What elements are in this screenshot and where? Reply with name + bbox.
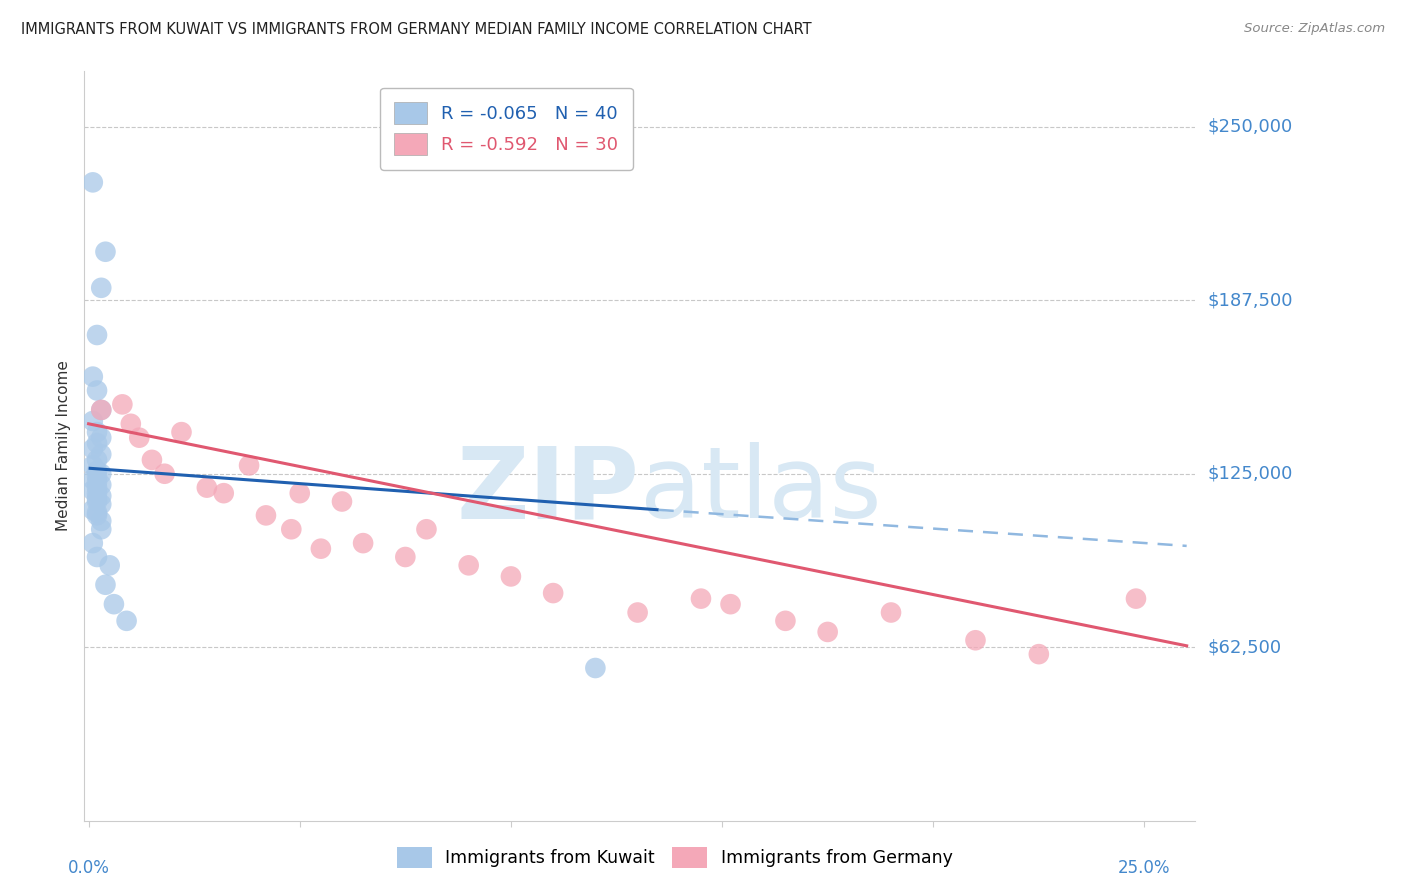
Point [86, 508, 108, 523]
Point [499, 569, 522, 583]
Text: ZIP: ZIP [457, 442, 640, 540]
Point [212, 486, 235, 500]
Point [86, 469, 108, 483]
Point [86, 464, 108, 478]
Point [1028, 647, 1050, 661]
Point [90, 403, 112, 417]
Text: 25.0%: 25.0% [1118, 860, 1171, 878]
Point [90, 403, 112, 417]
Point [238, 458, 260, 473]
Point [90, 497, 112, 511]
Point [965, 633, 987, 648]
Point [457, 558, 479, 573]
Point [90, 478, 112, 492]
Point [86, 384, 108, 398]
Point [90, 447, 112, 461]
Point [775, 614, 797, 628]
Point [153, 467, 176, 481]
Point [86, 491, 108, 506]
Legend: Immigrants from Kuwait, Immigrants from Germany: Immigrants from Kuwait, Immigrants from … [388, 838, 962, 876]
Point [103, 597, 125, 611]
Point [309, 541, 332, 556]
Point [82, 536, 104, 550]
Point [195, 481, 218, 495]
Text: atlas: atlas [640, 442, 882, 540]
Point [583, 661, 606, 675]
Point [82, 442, 104, 456]
Point [690, 591, 713, 606]
Point [86, 475, 108, 489]
Point [86, 506, 108, 520]
Point [86, 549, 108, 564]
Point [86, 425, 108, 439]
Point [82, 483, 104, 498]
Text: 0.0%: 0.0% [67, 860, 110, 878]
Point [720, 597, 742, 611]
Point [880, 606, 903, 620]
Point [394, 549, 416, 564]
Point [82, 503, 104, 517]
Point [86, 481, 108, 495]
Point [90, 489, 112, 503]
Point [141, 453, 163, 467]
Point [170, 425, 193, 439]
Text: $250,000: $250,000 [1208, 118, 1294, 136]
Point [82, 472, 104, 486]
Point [82, 414, 104, 428]
Point [254, 508, 277, 523]
Point [90, 514, 112, 528]
Point [415, 522, 437, 536]
Point [90, 522, 112, 536]
Point [90, 467, 112, 481]
Point [82, 369, 104, 384]
Point [86, 494, 108, 508]
Text: IMMIGRANTS FROM KUWAIT VS IMMIGRANTS FROM GERMANY MEDIAN FAMILY INCOME CORRELATI: IMMIGRANTS FROM KUWAIT VS IMMIGRANTS FRO… [21, 22, 811, 37]
Text: $62,500: $62,500 [1208, 638, 1282, 657]
Point [626, 606, 648, 620]
Point [541, 586, 564, 600]
Point [111, 397, 134, 411]
Point [86, 453, 108, 467]
Point [120, 417, 142, 431]
Point [352, 536, 374, 550]
Point [86, 486, 108, 500]
Point [90, 281, 112, 295]
Point [115, 614, 138, 628]
Text: $125,000: $125,000 [1208, 465, 1294, 483]
Point [94, 244, 117, 259]
Y-axis label: Median Family Income: Median Family Income [56, 360, 72, 532]
Point [280, 522, 302, 536]
Point [128, 431, 150, 445]
Point [86, 436, 108, 450]
Text: Source: ZipAtlas.com: Source: ZipAtlas.com [1244, 22, 1385, 36]
Point [90, 431, 112, 445]
Point [86, 328, 108, 343]
Point [1125, 591, 1147, 606]
Point [82, 175, 104, 189]
Point [330, 494, 353, 508]
Text: $187,500: $187,500 [1208, 292, 1294, 310]
Point [82, 458, 104, 473]
Point [817, 624, 839, 639]
Point [94, 578, 117, 592]
Legend: R = -0.065   N = 40, R = -0.592   N = 30: R = -0.065 N = 40, R = -0.592 N = 30 [380, 88, 633, 169]
Point [288, 486, 311, 500]
Point [98, 558, 121, 573]
